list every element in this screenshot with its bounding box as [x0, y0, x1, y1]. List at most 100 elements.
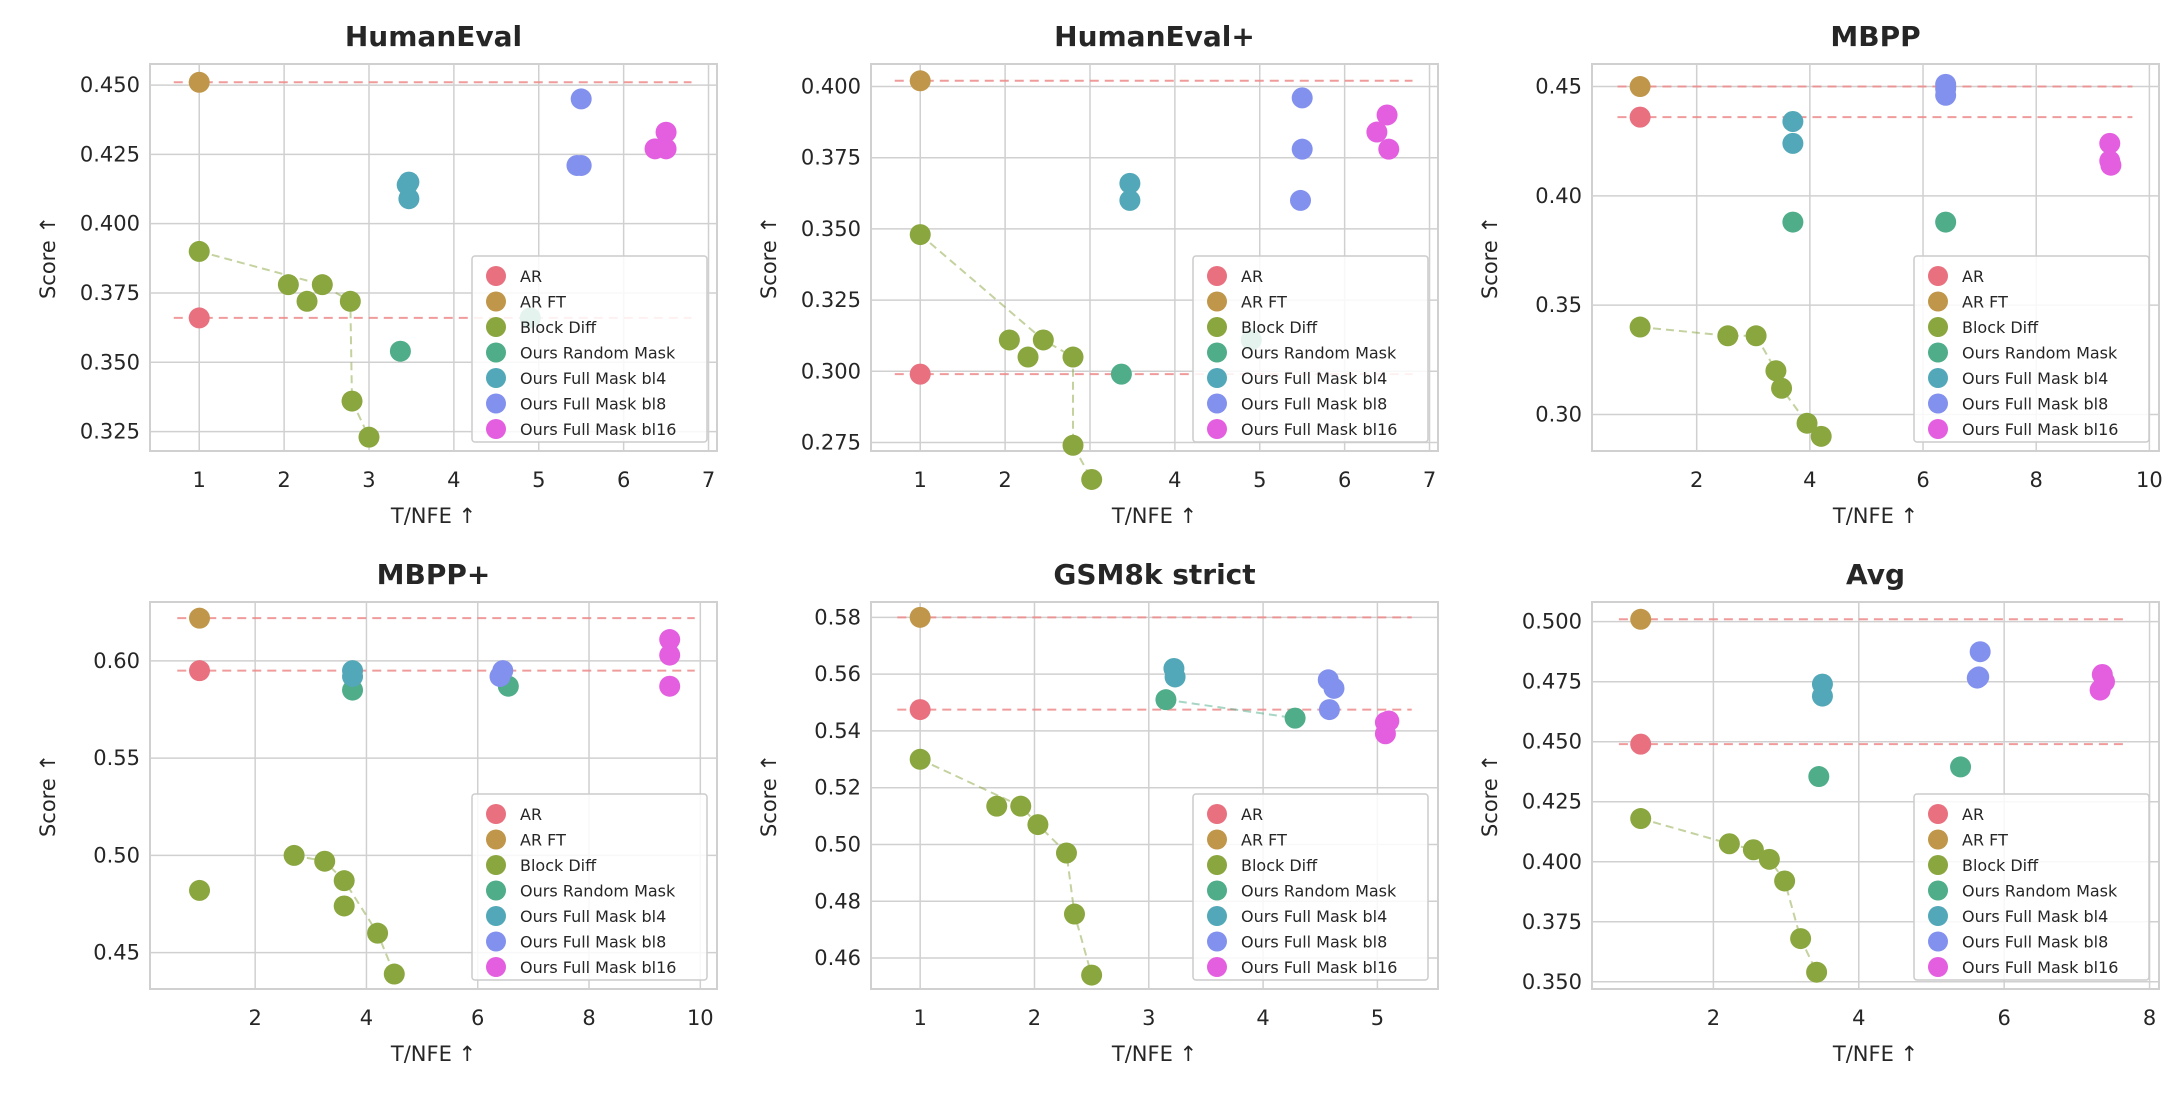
- x-axis-label: T/NFE ↑: [1111, 504, 1197, 528]
- y-tick-label: 0.450: [80, 73, 140, 97]
- legend-marker-ours-full-mask-bl16: [1928, 419, 1948, 439]
- point-ours-full-mask-bl16: [2100, 154, 2122, 176]
- legend-marker-ar-ft: [1928, 829, 1948, 850]
- legend-label: AR: [1241, 267, 1263, 286]
- point-block-diff: [383, 963, 405, 985]
- x-axis-label: T/NFE ↑: [1832, 504, 1918, 528]
- y-tick-label: 0.54: [814, 719, 861, 743]
- legend-label: Ours Random Mask: [1962, 882, 2118, 901]
- point-block-diff: [1774, 870, 1796, 892]
- y-axis-label: Score ↑: [36, 754, 60, 837]
- x-tick-label: 6: [1916, 468, 1929, 492]
- legend-label: Ours Full Mask bl4: [520, 369, 666, 388]
- legend-marker-block-diff: [486, 855, 506, 875]
- legend: AR AR FT Block Diff Ours Random Mask Ours Fu…: [1913, 255, 2150, 443]
- y-tick-label: 0.56: [814, 662, 861, 686]
- point-block-diff: [1745, 325, 1767, 347]
- legend-label: Ours Full Mask bl4: [1241, 907, 1387, 926]
- point-ours-full-mask-bl16: [659, 675, 681, 697]
- legend-label: Ours Full Mask bl4: [520, 907, 666, 926]
- point-block-diff: [1771, 377, 1793, 399]
- y-axis-label: Score ↑: [757, 216, 781, 299]
- point-ours-full-mask-bl4: [1119, 172, 1141, 194]
- y-tick-label: 0.400: [1522, 850, 1582, 874]
- legend-marker-block-diff: [1928, 317, 1948, 337]
- point-block-diff: [1717, 325, 1739, 347]
- legend-label: AR FT: [1962, 831, 2008, 850]
- legend-marker-ours-full-mask-bl8: [486, 393, 506, 414]
- legend-label: Block Diff: [520, 318, 597, 337]
- y-tick-label: 0.325: [801, 288, 861, 312]
- axes-frame: [149, 63, 718, 452]
- y-tick-label: 0.400: [80, 212, 140, 236]
- legend-label: Ours Random Mask: [1241, 344, 1397, 363]
- legend: AR AR FT Block Diff Ours Random Mask Ours Fu…: [1913, 793, 2150, 981]
- chart-title: HumanEval+: [1054, 20, 1255, 53]
- legend-marker-ours-full-mask-bl8: [1207, 393, 1227, 414]
- panel-mbpp: MBPP+ 2 4 6 8 10 0.45 0.50 0.55 0.60 T/NFE ↑ Score …: [36, 558, 718, 1066]
- point-block-diff: [1081, 468, 1103, 490]
- x-tick-label: 10: [2136, 468, 2163, 492]
- point-block-diff: [1796, 412, 1818, 434]
- point-ours-random-mask: [1284, 707, 1306, 729]
- point-block-diff: [1810, 425, 1832, 447]
- y-tick-label: 0.50: [814, 832, 861, 856]
- legend-marker-ours-full-mask-bl4: [486, 368, 506, 388]
- y-tick-label: 0.350: [1522, 970, 1582, 994]
- x-tick-label: 10: [687, 1006, 714, 1030]
- legend-label: AR: [1241, 805, 1263, 824]
- point-block-diff: [277, 274, 299, 296]
- y-tick-label: 0.45: [1535, 75, 1582, 99]
- point-block-diff: [296, 290, 318, 312]
- legend-box: [1913, 793, 2150, 981]
- point-ar: [909, 363, 931, 385]
- legend-label: AR: [520, 805, 542, 824]
- legend: AR AR FT Block Diff Ours Random Mask Ours Fu…: [471, 793, 708, 981]
- chart-title: MBPP+: [377, 558, 491, 591]
- point-ours-full-mask-bl16: [1378, 138, 1400, 160]
- legend-marker-ours-full-mask-bl8: [1928, 393, 1948, 414]
- panel-gsm8k-strict: GSM8k strict 1 2 3 4 5 0.46 0.48 0.50 0.52 0.54 0.5…: [757, 558, 1439, 1066]
- legend-label: Ours Full Mask bl16: [520, 420, 676, 439]
- point-block-diff: [1081, 964, 1103, 986]
- legend-label: AR FT: [1962, 293, 2008, 312]
- point-block-diff: [341, 390, 363, 412]
- y-tick-label: 0.400: [801, 74, 861, 98]
- legend-box: [471, 793, 708, 981]
- point-block-diff: [1055, 842, 1077, 864]
- legend-label: Block Diff: [1241, 318, 1318, 337]
- legend-marker-ours-full-mask-bl16: [1207, 419, 1227, 439]
- x-tick-label: 7: [1423, 468, 1436, 492]
- point-block-diff: [1062, 434, 1084, 456]
- legend-marker-ours-random-mask: [1207, 342, 1227, 363]
- point-block-diff: [314, 850, 336, 872]
- y-tick-label: 0.375: [1522, 910, 1582, 934]
- y-tick-label: 0.475: [1522, 670, 1582, 694]
- legend-marker-ar: [486, 266, 506, 286]
- point-block-diff: [1630, 808, 1652, 830]
- x-tick-label: 2: [1028, 1006, 1041, 1030]
- point-block-diff: [1017, 346, 1039, 368]
- point-ours-full-mask-bl4: [1164, 666, 1186, 688]
- legend-marker-ar: [486, 804, 506, 824]
- legend-marker-ar-ft: [1928, 291, 1948, 312]
- legend-label: Block Diff: [1962, 318, 2039, 337]
- point-ours-full-mask-bl8: [1935, 84, 1957, 106]
- y-tick-label: 0.58: [814, 605, 861, 629]
- legend-label: AR FT: [1241, 831, 1287, 850]
- y-tick-label: 0.350: [801, 217, 861, 241]
- legend-marker-ar-ft: [1207, 829, 1227, 850]
- point-block-diff: [1718, 833, 1740, 855]
- chart-title: GSM8k strict: [1053, 558, 1255, 591]
- y-tick-label: 0.55: [93, 746, 140, 770]
- x-axis-label: T/NFE ↑: [1832, 1042, 1918, 1066]
- point-block-diff: [1758, 848, 1780, 870]
- axes-frame: [149, 601, 718, 990]
- axes-frame: [1591, 63, 2160, 452]
- point-ours-random-mask: [1782, 211, 1804, 233]
- legend-marker-block-diff: [1928, 855, 1948, 875]
- legend-label: AR FT: [520, 293, 566, 312]
- point-ours-full-mask-bl16: [1374, 723, 1396, 745]
- x-tick-label: 3: [362, 468, 375, 492]
- y-tick-label: 0.500: [1522, 610, 1582, 634]
